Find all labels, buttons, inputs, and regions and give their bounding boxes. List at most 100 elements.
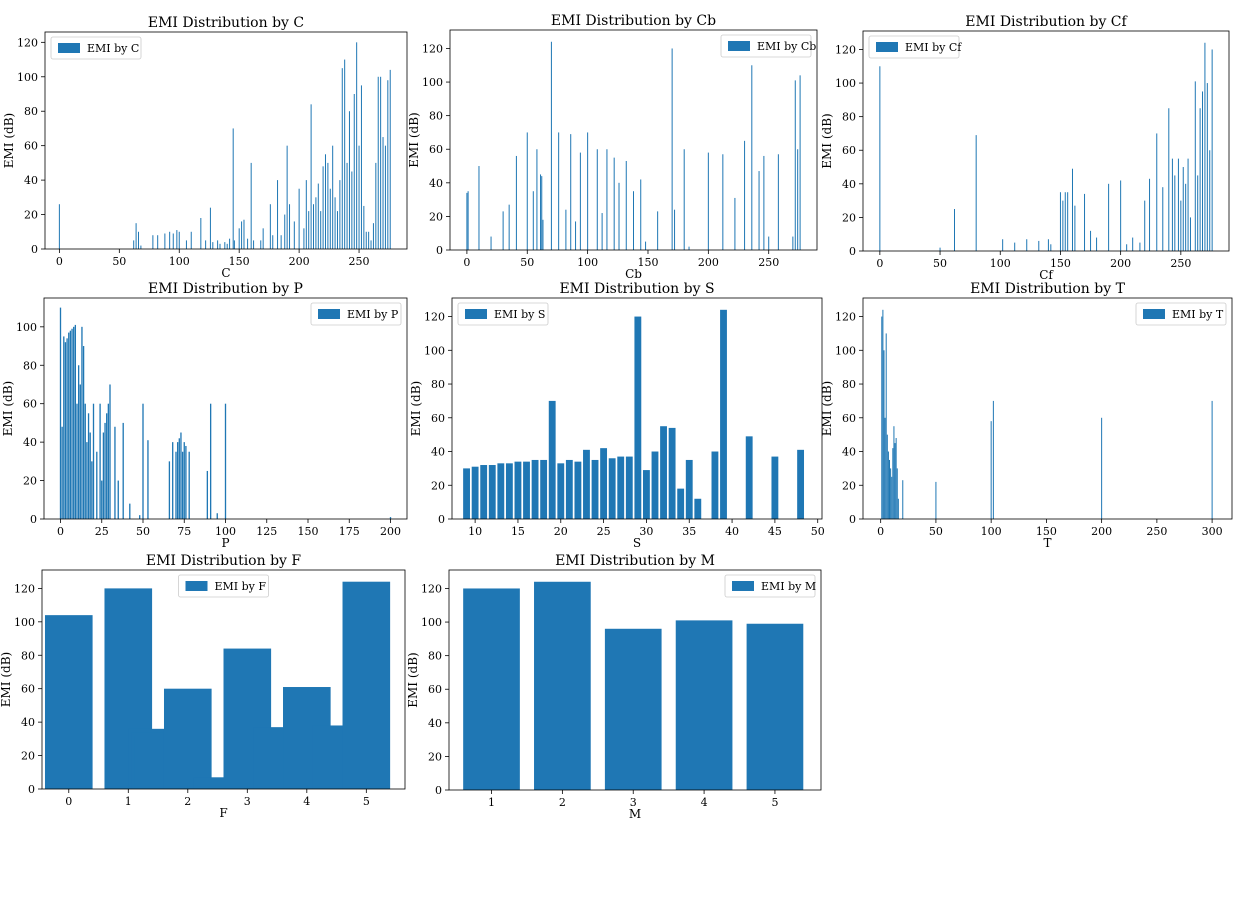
bar <box>308 211 310 249</box>
bar <box>79 384 81 519</box>
legend-box <box>457 302 549 326</box>
y-tick-label: 120 <box>424 311 445 324</box>
bar <box>1014 242 1016 251</box>
bar <box>101 480 103 519</box>
bar <box>596 149 598 250</box>
bar <box>894 443 896 519</box>
y-tick-label: 60 <box>21 683 35 696</box>
bar <box>181 451 184 519</box>
bar <box>720 309 727 519</box>
bar <box>382 137 384 249</box>
y-tick-label: 60 <box>429 143 443 156</box>
bar <box>157 235 159 249</box>
bar <box>565 209 567 250</box>
bar <box>91 461 93 519</box>
bar <box>342 581 391 789</box>
bar <box>896 468 898 519</box>
bar <box>975 135 977 251</box>
legend: EMI by C <box>50 36 142 60</box>
y-tick-label: 40 <box>431 446 445 459</box>
bar <box>657 211 659 250</box>
legend-label: EMI by M <box>761 580 816 593</box>
bar <box>1096 237 1098 251</box>
bar <box>792 236 794 250</box>
y-axis-label: EMI (dB) <box>820 381 834 436</box>
bar <box>280 235 282 249</box>
legend-label: EMI by P <box>347 308 399 321</box>
bar <box>885 333 887 519</box>
x-tick-label: 200 <box>1110 257 1131 270</box>
bars <box>58 42 391 250</box>
bar <box>303 228 305 249</box>
bar <box>193 777 242 789</box>
bar <box>1177 158 1179 251</box>
bars <box>881 309 1213 519</box>
bar <box>106 413 108 519</box>
bar <box>677 488 685 519</box>
y-axis-label: EMI (dB) <box>0 652 13 707</box>
bar <box>365 231 367 249</box>
chart-title: EMI Distribution by S <box>559 281 714 297</box>
y-tick-label: 100 <box>424 344 445 357</box>
x-tick-label: 2 <box>184 795 191 808</box>
bar <box>1171 158 1173 251</box>
bar <box>380 76 382 249</box>
bar <box>497 463 505 519</box>
bar <box>893 426 895 519</box>
x-tick-label: 75 <box>177 525 191 538</box>
x-tick-label: 150 <box>229 255 250 268</box>
x-tick-label: 150 <box>637 256 658 269</box>
x-tick-label: 100 <box>169 255 190 268</box>
x-tick-label: 45 <box>768 525 782 538</box>
bar <box>152 235 154 249</box>
y-tick-label: 0 <box>435 784 442 797</box>
x-ticks: 0 25 50 75 100 125 150 175 200 <box>57 519 401 538</box>
x-ticks: 0 50 100 150 200 250 <box>463 250 779 269</box>
bars <box>466 41 801 251</box>
bar <box>557 463 565 519</box>
bar <box>224 242 226 249</box>
bar <box>1071 168 1073 251</box>
y-tick-label: 20 <box>431 479 445 492</box>
bar <box>887 451 889 519</box>
bar <box>1038 240 1040 251</box>
x-tick-label: 4 <box>701 796 708 809</box>
bar <box>1168 108 1170 251</box>
y-tick-label: 0 <box>436 244 443 257</box>
bar <box>87 413 90 519</box>
bar <box>183 442 185 519</box>
y-axis-label: EMI (dB) <box>407 112 421 167</box>
bar <box>683 149 685 250</box>
bar <box>1074 205 1076 251</box>
bar <box>883 350 885 519</box>
bar <box>617 456 625 519</box>
bar <box>1189 217 1191 251</box>
axes-frame <box>862 30 1230 252</box>
bar <box>583 449 590 519</box>
bar <box>99 403 101 519</box>
y-tick-label: 80 <box>431 378 445 391</box>
x-ticks: 0 1 2 3 4 5 <box>65 789 370 808</box>
x-ticks: 10 15 20 25 30 35 40 45 50 <box>468 519 825 538</box>
subplot-p: 0 25 50 75 100 125 150 175 200 0 20 40 60 80 100 EMI Di… <box>1 281 408 550</box>
bar <box>229 238 231 249</box>
bar <box>558 132 560 250</box>
subplot-f: 0 1 2 3 4 5 0 20 40 60 80 100 120 EMI Distribution by… <box>0 553 406 820</box>
y-tick-label: 60 <box>24 140 38 153</box>
y-tick-label: 40 <box>842 178 856 191</box>
bar <box>81 326 83 519</box>
bar <box>172 442 174 519</box>
bar <box>575 221 577 250</box>
bar <box>320 211 322 249</box>
bar <box>502 211 504 250</box>
bar <box>640 179 642 250</box>
bar <box>771 456 779 519</box>
x-tick-label: 150 <box>1050 257 1071 270</box>
bar <box>570 134 572 250</box>
bar <box>1174 175 1176 251</box>
legend-swatch <box>732 581 754 591</box>
x-tick-label: 1 <box>125 795 132 808</box>
bar <box>797 449 805 519</box>
y-tick-label: 100 <box>16 321 37 334</box>
legend-box <box>720 34 812 58</box>
